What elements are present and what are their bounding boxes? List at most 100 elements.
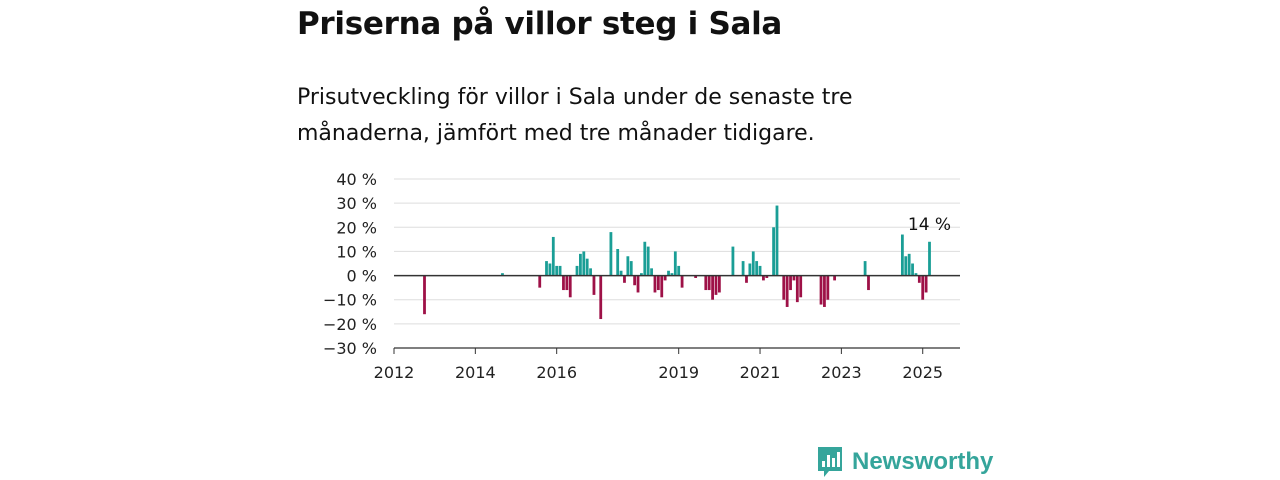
bar (667, 270, 670, 276)
bar (501, 273, 504, 276)
bar (772, 227, 775, 276)
bar (626, 256, 630, 276)
y-tick-label: 20 % (336, 218, 377, 237)
bar (653, 275, 657, 293)
bar (609, 232, 613, 276)
bar (656, 275, 660, 291)
x-tick-label: 2016 (536, 363, 577, 382)
bar (589, 268, 592, 276)
bar (928, 241, 931, 276)
y-tick-label: −20 % (323, 315, 377, 334)
newsworthy-logo-icon (818, 447, 842, 477)
bar (789, 275, 792, 291)
y-tick-label: 30 % (336, 194, 377, 213)
bar (565, 275, 569, 291)
bar (548, 263, 552, 276)
bar (582, 251, 586, 276)
bar (640, 273, 643, 276)
bar (765, 275, 769, 278)
bar (673, 251, 677, 276)
bar (680, 275, 684, 288)
bar (826, 275, 830, 300)
bar (755, 261, 759, 276)
bar (741, 261, 745, 276)
bar (646, 246, 650, 276)
bars (423, 205, 931, 320)
bar (558, 265, 562, 276)
bar (575, 265, 579, 276)
bar (900, 234, 904, 276)
x-axis: 2012 2014 2016 2019 2021 2023 2025 (374, 347, 960, 382)
bar (592, 275, 596, 295)
bar (636, 275, 640, 293)
latest-value-label: 14 % (908, 215, 951, 235)
bar (545, 261, 548, 276)
y-axis-labels: 40 % 30 % 20 % 10 % 0 % −10 % −20 % −30 % (323, 170, 377, 358)
bar (775, 205, 779, 276)
bar (694, 275, 698, 278)
x-tick-label: 2019 (658, 363, 699, 382)
y-tick-label: 10 % (336, 242, 377, 261)
bar (707, 275, 711, 291)
bar (867, 275, 870, 291)
bar (833, 275, 836, 281)
bar (711, 275, 714, 300)
bar (643, 241, 647, 276)
bar (907, 253, 911, 276)
bar (911, 263, 914, 276)
bar (579, 253, 582, 276)
x-tick-label: 2021 (740, 363, 781, 382)
y-tick-label: 0 % (347, 267, 377, 286)
bar (663, 275, 667, 281)
bar (782, 275, 786, 300)
bar (623, 275, 626, 283)
y-tick-label: 40 % (336, 170, 377, 189)
newsworthy-brand-link[interactable]: Newsworthy (816, 446, 993, 478)
bar (717, 275, 721, 293)
bar (660, 275, 664, 298)
bar (633, 275, 637, 286)
bar (819, 275, 823, 305)
x-tick-label: 2025 (902, 363, 943, 382)
bar (799, 275, 803, 298)
bar (551, 236, 555, 276)
bar (921, 275, 925, 300)
bar (704, 275, 708, 291)
brand-name: Newsworthy (852, 448, 994, 475)
bar (714, 275, 718, 295)
bar (616, 249, 620, 276)
bar (731, 246, 735, 276)
bar (792, 275, 796, 281)
y-tick-label: −30 % (323, 339, 377, 358)
x-tick-label: 2023 (821, 363, 862, 382)
bar (914, 273, 918, 276)
annotation: 14 % (908, 215, 951, 235)
bar (785, 275, 789, 307)
bar (599, 275, 603, 320)
bar (823, 275, 826, 307)
x-tick-label: 2012 (374, 363, 415, 382)
bar (670, 273, 674, 276)
bar (538, 275, 542, 288)
chart-title: Priserna på villor steg i Sala (297, 6, 783, 42)
bar (423, 275, 426, 315)
bar (917, 275, 921, 283)
x-tick-label: 2014 (455, 363, 496, 382)
bar (924, 275, 928, 293)
bar (748, 263, 752, 276)
bar (751, 251, 755, 276)
bar (629, 261, 633, 276)
bar (745, 275, 748, 283)
bar (619, 270, 623, 276)
bar (863, 261, 867, 276)
bar (555, 265, 559, 276)
y-tick-label: −10 % (323, 291, 377, 310)
bar (562, 275, 565, 291)
bar-chart: 40 %30 %20 %10 %0 %−10 %−20 %−30 % 2012 2… (323, 170, 960, 382)
bar (677, 265, 681, 276)
chart-subtitle: Prisutveckling för villor i Sala under d… (297, 85, 853, 146)
bar (762, 275, 765, 281)
grid-lines (394, 178, 960, 349)
bar (758, 265, 762, 276)
bar (795, 275, 799, 303)
